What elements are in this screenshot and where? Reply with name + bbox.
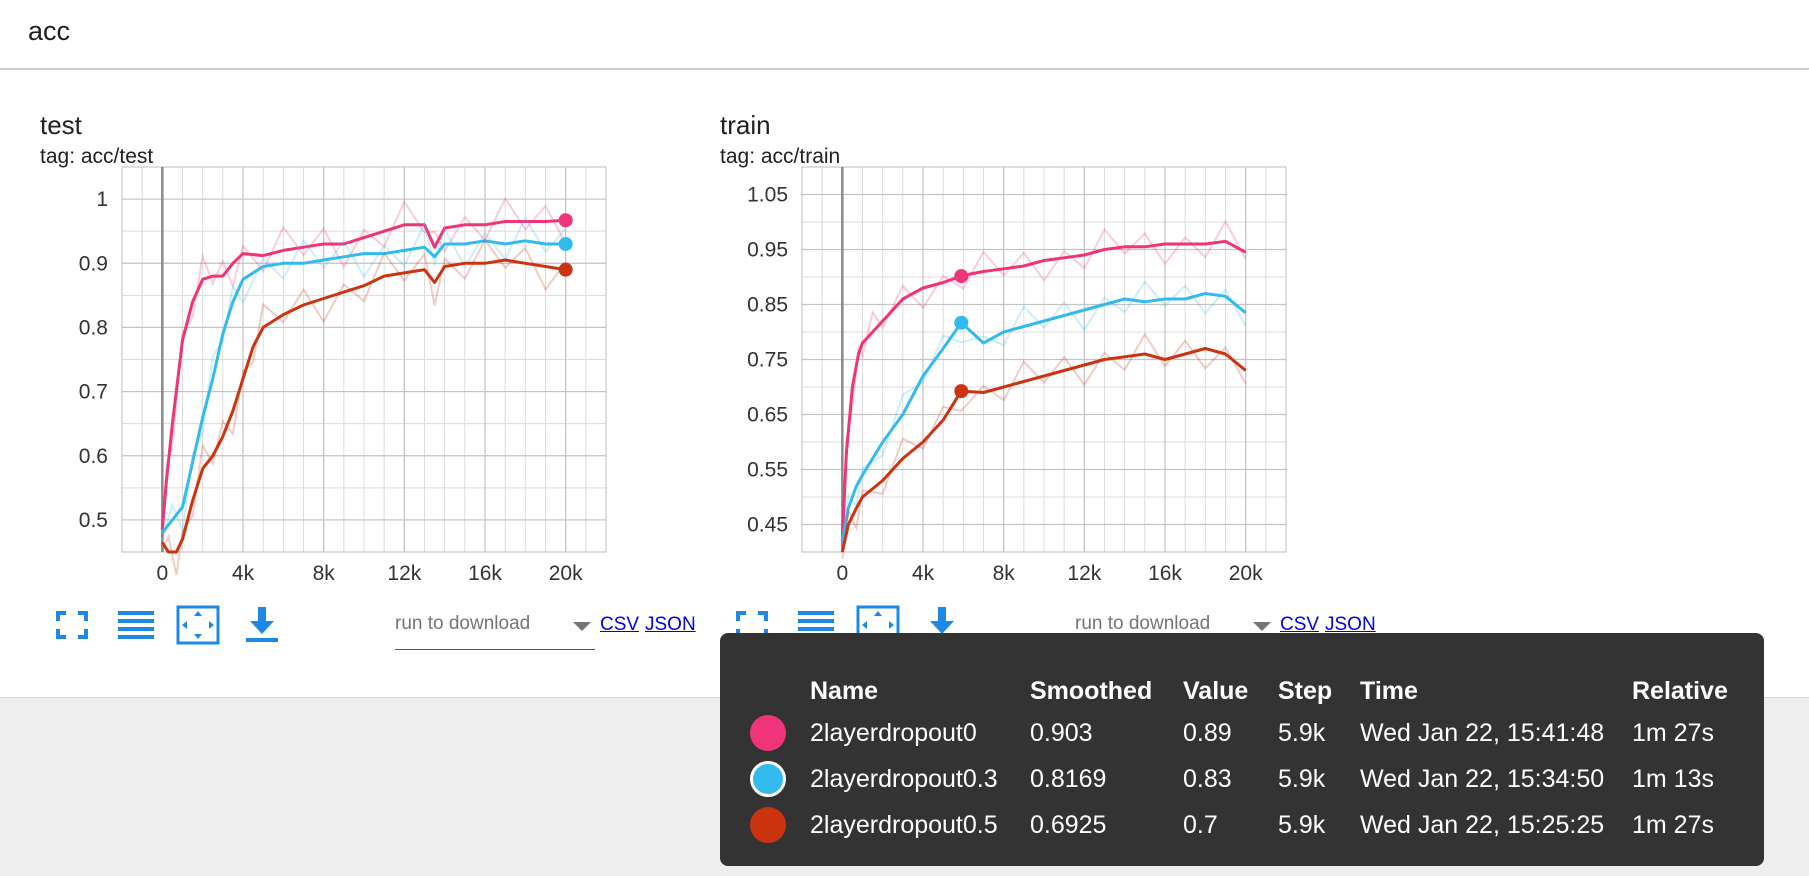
y-tick-label: 1 [96, 188, 108, 211]
chart-tag: tag: acc/train [720, 145, 841, 168]
y-tick-label: 0.9 [79, 252, 108, 275]
plot-frame [801, 166, 1287, 553]
lines-icon [118, 611, 154, 639]
tooltip-row-smoothed: 0.903 [1030, 719, 1093, 747]
x-tick-label: 20k [549, 562, 583, 585]
y-tick-label: 0.95 [747, 239, 788, 262]
tooltip-row-name: 2layerdropout0.3 [810, 765, 998, 793]
series-color-dot [750, 761, 786, 797]
json-link[interactable]: JSON [1325, 614, 1376, 635]
x-tick-label: 12k [387, 562, 421, 585]
x-tick-label: 16k [468, 562, 502, 585]
tooltip-row-name: 2layerdropout0.5 [810, 811, 998, 839]
toggle-log-scale-button[interactable] [114, 605, 158, 645]
plot-frame [121, 166, 607, 553]
series-marker [558, 237, 573, 251]
y-tick-label: 0.45 [747, 514, 788, 537]
json-link[interactable]: JSON [645, 614, 696, 635]
tooltip-row-relative: 1m 27s [1632, 811, 1714, 839]
x-tick-label: 20k [1229, 562, 1263, 585]
tooltip-header-time: Time [1360, 677, 1418, 705]
fit-domain-button[interactable] [176, 605, 220, 645]
series-marker [954, 384, 969, 399]
csv-link[interactable]: CSV [600, 614, 640, 635]
x-tick-label: 0 [156, 562, 168, 585]
tooltip-header-value: Value [1183, 677, 1249, 705]
tooltip-row-step: 5.9k [1278, 719, 1326, 747]
tooltip-row-time: Wed Jan 22, 15:34:50 [1360, 765, 1605, 793]
x-tick-label: 4k [912, 562, 935, 585]
y-tick-label: 0.6 [79, 445, 108, 468]
tooltip-row-name: 2layerdropout0 [810, 719, 977, 747]
tooltip-row-step: 5.9k [1278, 811, 1326, 839]
series-raw-line [161, 215, 567, 541]
y-tick-label: 0.7 [79, 381, 108, 404]
series-marker [954, 269, 969, 284]
series-line[interactable] [161, 239, 566, 534]
y-tick-label: 0.55 [747, 459, 788, 482]
tooltip-header-smoothed: Smoothed [1030, 677, 1153, 705]
fullscreen-button[interactable] [50, 605, 94, 645]
fullscreen-icon [56, 611, 88, 639]
tooltip-row-relative: 1m 13s [1632, 765, 1714, 793]
x-tick-label: 4k [232, 562, 255, 585]
tooltip-row-smoothed: 0.8169 [1030, 765, 1107, 793]
tooltip-row-time: Wed Jan 22, 15:41:48 [1360, 719, 1605, 747]
series-line[interactable] [160, 218, 566, 530]
series-marker [558, 213, 573, 228]
chart-plot-train[interactable]: 0 4k 8k 12k 16k 20k 0.45 0.55 0.65 0.75 0.85 0.95 1.… [720, 70, 1340, 590]
run-to-download-select[interactable]: run to download [395, 605, 595, 650]
y-tick-label: 1.05 [747, 184, 788, 207]
chart-tag: tag: acc/test [40, 145, 154, 168]
chart-plot-test[interactable]: 0 4k 8k 12k 16k 20k 0.5 0.6 0.7 0.8 0.9 1 [40, 70, 660, 590]
series-line[interactable] [840, 239, 1247, 542]
y-tick-label: 0.5 [79, 509, 108, 532]
hover-tooltip: Name Smoothed Value Step Time Relative 2… [720, 633, 1764, 866]
y-tick-label: 0.8 [79, 316, 108, 339]
tooltip-row-smoothed: 0.6925 [1030, 811, 1107, 839]
chart-title: train [720, 110, 771, 140]
group-title: acc [28, 16, 71, 46]
chart-title: test [40, 110, 82, 140]
y-tick-label: 0.65 [747, 404, 788, 427]
y-tick-label: 0.85 [747, 294, 788, 317]
header-bar: acc [0, 0, 1809, 69]
series-marker [558, 262, 573, 277]
tooltip-row-step: 5.9k [1278, 765, 1326, 793]
series-color-dot [750, 715, 786, 751]
tooltip-row-value: 0.83 [1183, 765, 1232, 793]
x-tick-label: 0 [836, 562, 848, 585]
download-button[interactable] [240, 605, 284, 645]
tooltip-header-name: Name [810, 677, 879, 705]
fit-to-domain-icon [176, 605, 220, 645]
csv-link[interactable]: CSV [1280, 614, 1320, 635]
tooltip-row-value: 0.7 [1183, 811, 1218, 839]
series-line[interactable] [840, 347, 1247, 553]
x-tick-label: 8k [993, 562, 1016, 585]
run-select-placeholder: run to download [395, 613, 531, 634]
x-tick-label: 12k [1067, 562, 1101, 585]
tooltip-row-relative: 1m 27s [1632, 719, 1714, 747]
chart-card-train: train tag: acc/train 0 4k 8k 12k 16k 20k 0.45 0… [720, 70, 1376, 690]
x-tick-label: 8k [313, 562, 336, 585]
chevron-down-icon [1253, 622, 1271, 631]
series-line[interactable] [161, 258, 566, 554]
tooltip-row-value: 0.89 [1183, 719, 1232, 747]
chevron-down-icon [573, 622, 591, 631]
series-line[interactable] [840, 292, 1247, 542]
tooltip-header-relative: Relative [1632, 677, 1728, 705]
chart-cards-area: test tag: acc/test 0 4k 8k 12k 16k 20k 0.5 0.6 0… [0, 70, 1809, 698]
series-marker [954, 315, 969, 330]
series-color-dot [750, 807, 786, 843]
chart-card-test: test tag: acc/test 0 4k 8k 12k 16k 20k 0.5 0.6 0… [40, 70, 696, 690]
x-tick-label: 16k [1148, 562, 1182, 585]
tooltip-row-time: Wed Jan 22, 15:25:25 [1360, 811, 1605, 839]
series-raw-line [841, 219, 1247, 548]
tooltip-header-step: Step [1278, 677, 1333, 705]
y-tick-label: 0.75 [747, 349, 788, 372]
download-icon [246, 607, 278, 642]
run-select-placeholder: run to download [1075, 613, 1211, 634]
